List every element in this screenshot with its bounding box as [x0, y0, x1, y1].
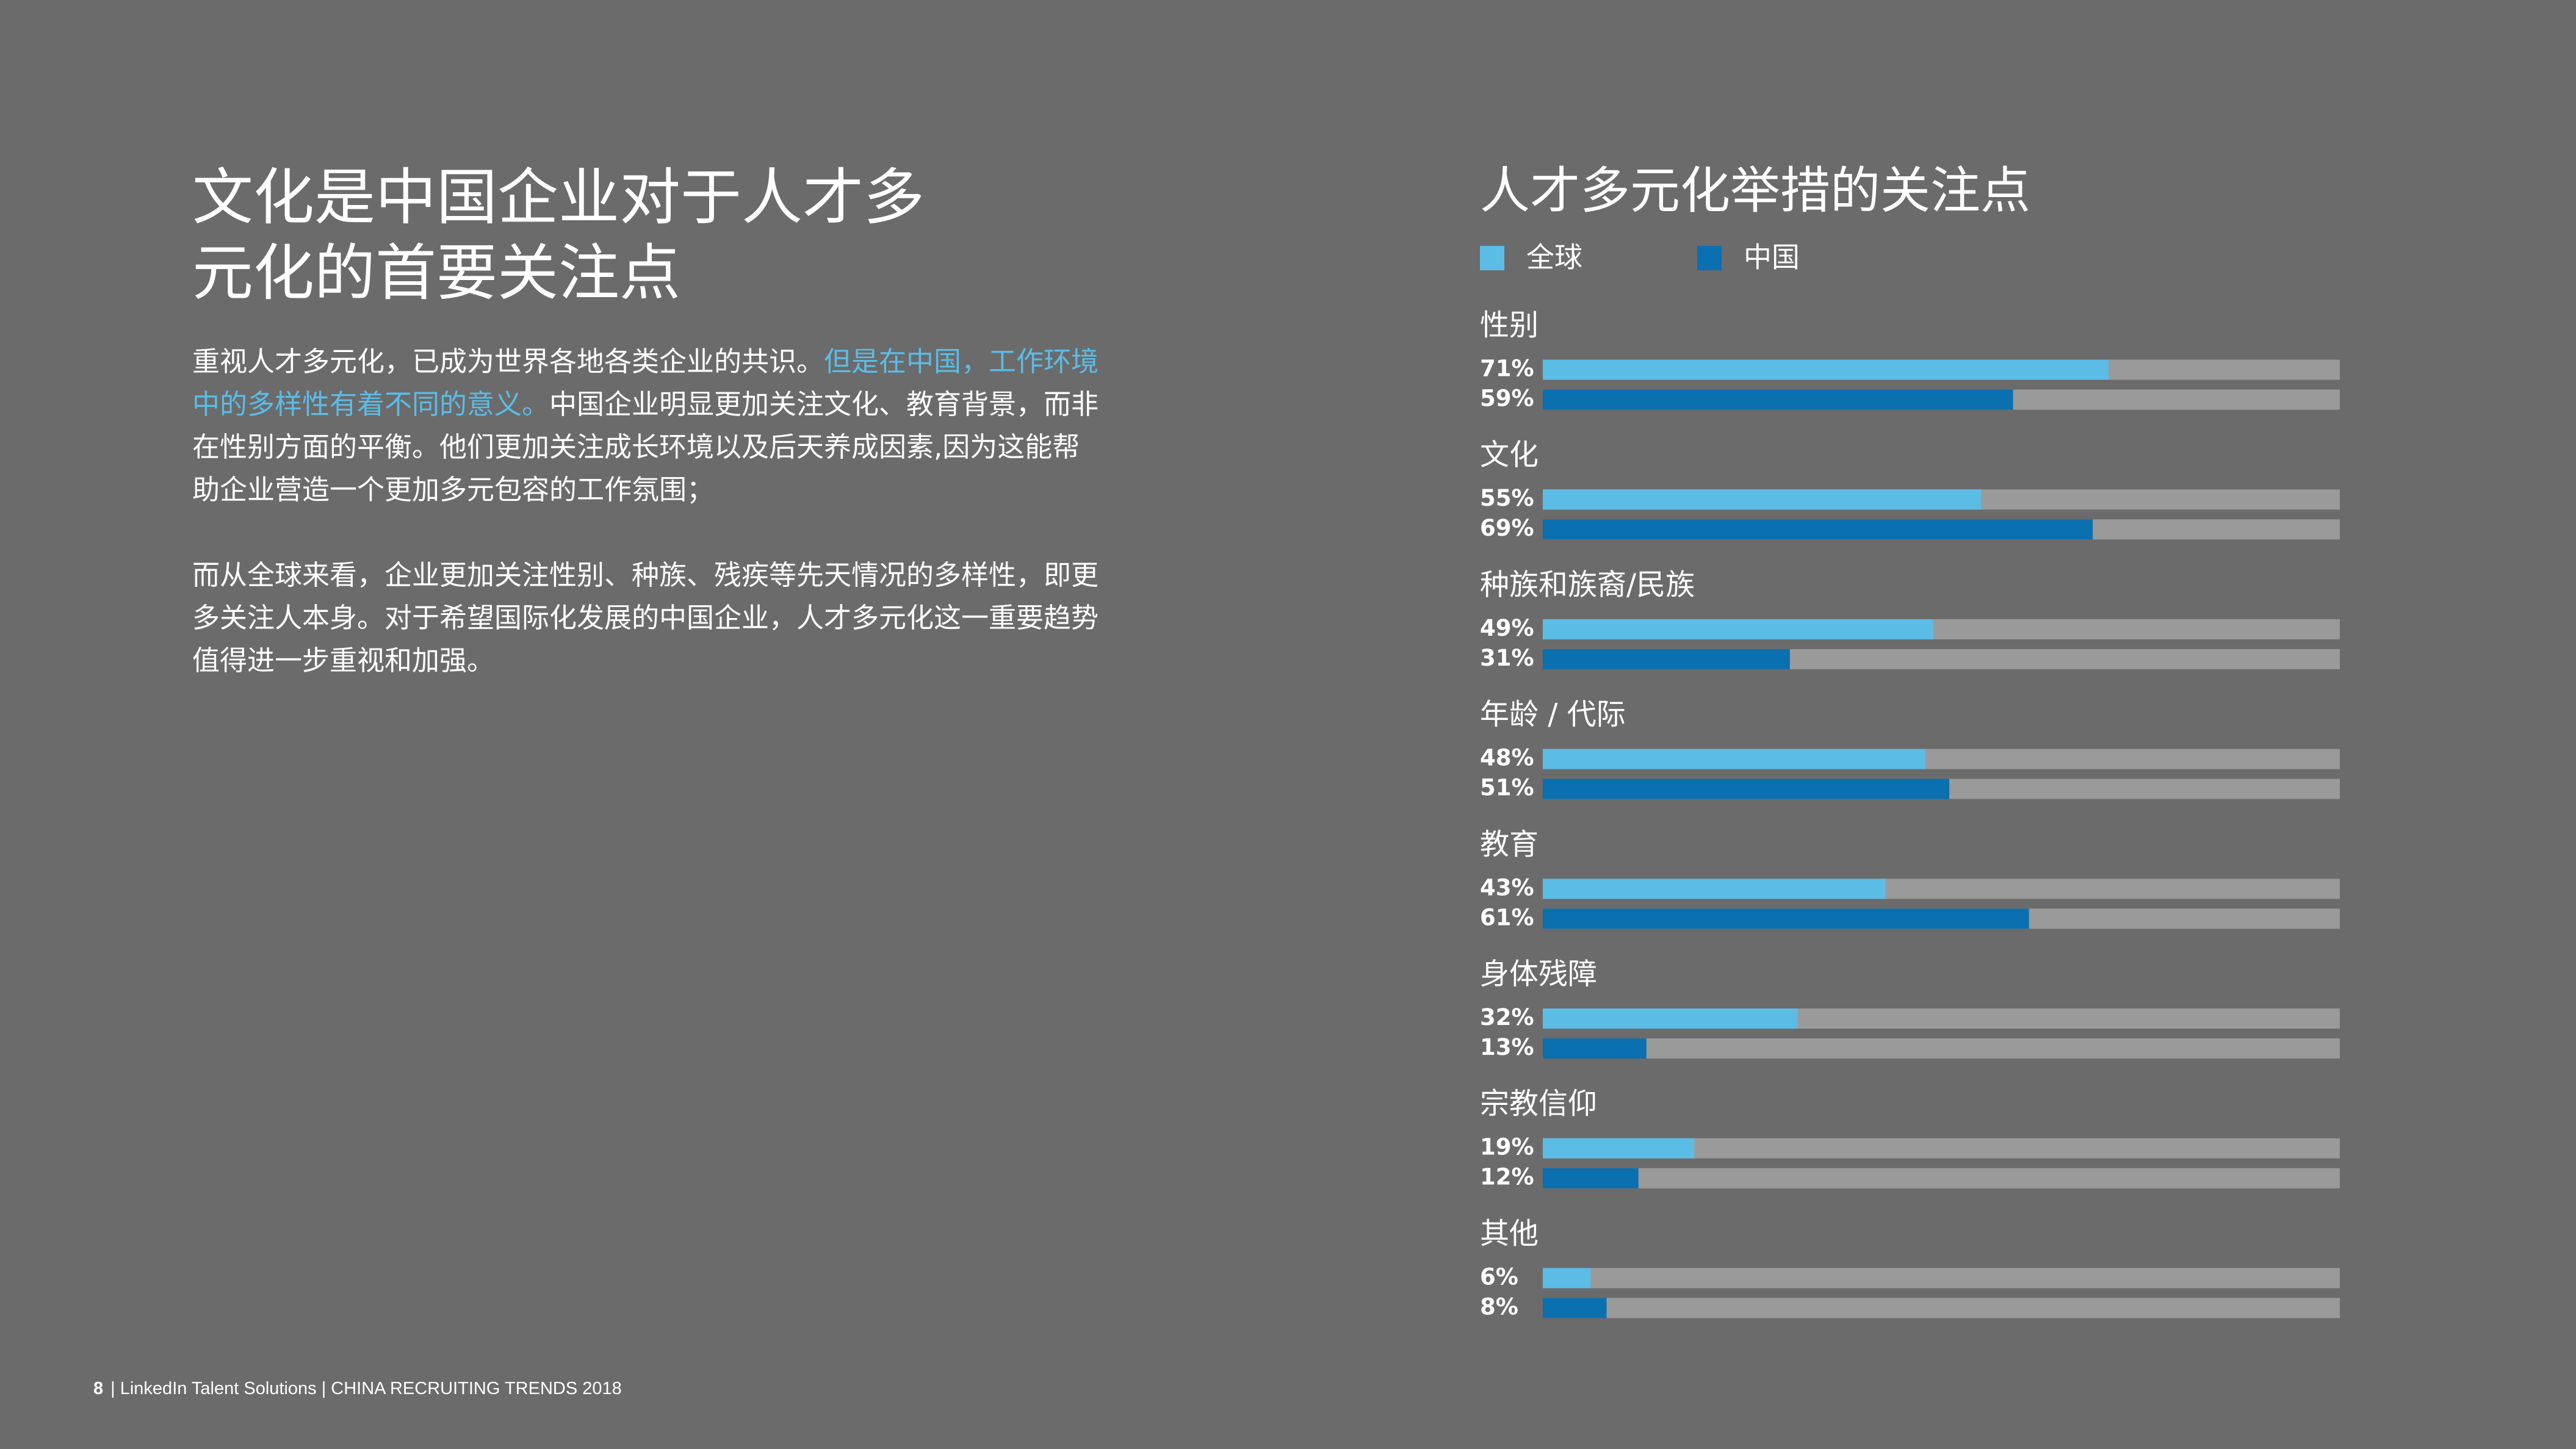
legend-label: 中国	[1744, 241, 1800, 274]
bar-track	[1543, 1038, 2340, 1059]
title-line: 文化是中国企业对于人才多	[192, 162, 925, 233]
footer-text: | LinkedIn Talent Solutions | CHINA RECR…	[110, 1379, 622, 1398]
bar	[1543, 749, 1925, 769]
category-label: 宗教信仰	[1480, 1087, 1597, 1121]
category-label: 其他	[1480, 1217, 1539, 1251]
chart-title: 人才多元化举措的关注点	[1480, 162, 2030, 220]
highlight-segment: 但是在中国，工作环境中的多样性有着不同的意义。	[192, 345, 1099, 420]
category-label: 文化	[1480, 438, 1539, 472]
category-label: 教育	[1480, 827, 1539, 861]
title-line: 元化的首要关注点	[192, 237, 680, 309]
value-label: 59%	[1480, 386, 1534, 412]
bar-track	[1543, 1298, 2340, 1318]
bar	[1543, 389, 2013, 410]
text-segment: 重视人才多元化，已成为世界各地各类企业的共识。	[192, 345, 824, 378]
legend-swatch	[1697, 246, 1722, 270]
value-label: 32%	[1480, 1004, 1534, 1030]
category-label: 身体残障	[1480, 957, 1597, 991]
bar	[1543, 649, 1790, 669]
value-label: 13%	[1480, 1034, 1534, 1060]
footer: 8 | LinkedIn Talent Solutions | CHINA REC…	[93, 1379, 622, 1399]
bar	[1543, 619, 1933, 639]
category-label: 性别	[1480, 308, 1539, 342]
value-label: 49%	[1480, 615, 1534, 641]
bar-track	[1543, 1268, 2340, 1289]
legend-swatch	[1480, 246, 1504, 270]
paragraph: 重视人才多元化，已成为世界各地各类企业的共识。但是在中国，工作环境中的多样性有着…	[192, 340, 1102, 511]
value-label: 43%	[1480, 874, 1534, 901]
bar	[1543, 1038, 1647, 1059]
page-number: 8	[93, 1379, 104, 1398]
value-label: 55%	[1480, 485, 1534, 511]
category-label: 年龄 / 代际	[1480, 697, 1626, 732]
bar	[1543, 1268, 1591, 1289]
value-label: 31%	[1480, 645, 1534, 671]
bar	[1543, 519, 2093, 540]
bar	[1543, 908, 2029, 929]
value-label: 8%	[1480, 1293, 1518, 1320]
paragraph: 而从全球来看，企业更加关注性别、种族、残疾等先天情况的多样性，即更多关注人本身。…	[192, 554, 1102, 682]
value-label: 69%	[1480, 515, 1534, 541]
value-label: 19%	[1480, 1134, 1534, 1160]
bar	[1543, 1009, 1798, 1029]
value-label: 71%	[1480, 356, 1534, 382]
category-label: 种族和族裔/民族	[1480, 567, 1695, 602]
bar	[1543, 1298, 1607, 1318]
legend-label: 全球	[1526, 241, 1582, 274]
value-label: 51%	[1480, 775, 1534, 801]
bar	[1543, 1168, 1639, 1188]
value-label: 61%	[1480, 904, 1534, 930]
bar	[1543, 1138, 1695, 1159]
value-label: 6%	[1480, 1264, 1518, 1290]
body-text: 重视人才多元化，已成为世界各地各类企业的共识。但是在中国，工作环境中的多样性有着…	[192, 340, 1102, 725]
bar	[1543, 879, 1886, 899]
value-label: 12%	[1480, 1164, 1534, 1190]
bar	[1543, 489, 1982, 510]
bar	[1543, 359, 2109, 380]
text-segment: 而从全球来看，企业更加关注性别、种族、残疾等先天情况的多样性，即更多关注人本身。…	[192, 559, 1099, 677]
value-label: 48%	[1480, 745, 1534, 771]
bar-track	[1543, 1168, 2340, 1188]
bar	[1543, 778, 1950, 799]
text-segment: 中国企业明显更加关注文化、教育背景，而非在性别方面的平衡。他们更加关注成长环境以…	[192, 388, 1099, 506]
page-title: 文化是中国企业对于人才多 元化的首要关注点	[192, 160, 1047, 311]
